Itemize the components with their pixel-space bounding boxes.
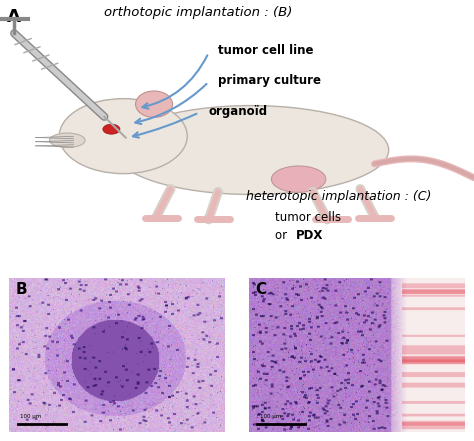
Text: orthotopic implantation : (B): orthotopic implantation : (B)	[104, 6, 292, 19]
Ellipse shape	[271, 166, 326, 192]
Text: 100 μm: 100 μm	[20, 414, 42, 419]
Ellipse shape	[114, 105, 389, 194]
Circle shape	[103, 124, 120, 134]
Text: organoïd: organoïd	[209, 105, 268, 118]
Text: tumor cell line: tumor cell line	[218, 44, 313, 56]
Ellipse shape	[49, 133, 85, 148]
Circle shape	[59, 99, 187, 174]
Ellipse shape	[136, 91, 173, 117]
Text: A: A	[7, 8, 21, 26]
Text: PDX: PDX	[296, 229, 324, 242]
Text: C: C	[255, 283, 266, 298]
Text: heterotopic implantation : (C): heterotopic implantation : (C)	[246, 191, 432, 203]
Text: primary culture: primary culture	[218, 74, 321, 87]
Text: tumor cells: tumor cells	[275, 211, 341, 224]
Text: B: B	[16, 283, 27, 298]
Text: or: or	[275, 229, 291, 242]
Text: 100 μm: 100 μm	[260, 414, 281, 419]
